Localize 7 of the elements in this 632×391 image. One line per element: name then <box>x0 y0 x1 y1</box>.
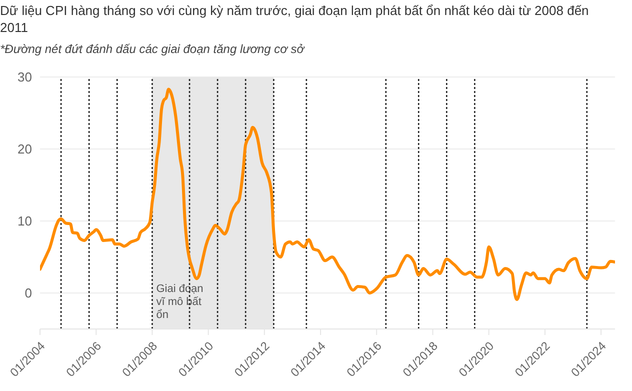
band-label: Giai đoạn vĩ mô bất ổn <box>156 283 204 322</box>
y-tick-label: 20 <box>18 142 32 157</box>
y-tick-label: 10 <box>18 214 32 229</box>
y-tick-label: 0 <box>24 286 32 301</box>
chart-title: Dữ liệu CPI hàng tháng so với cùng kỳ năm trước, giai đoạn lạm phát bất ổn nhất kéo dài từ 2008 đến 2011 <box>0 2 590 36</box>
y-tick-label: 30 <box>18 70 32 85</box>
text: *Đường nét đứt đánh dấu các giai đoạn tăng lương cơ sở <box>0 42 304 56</box>
